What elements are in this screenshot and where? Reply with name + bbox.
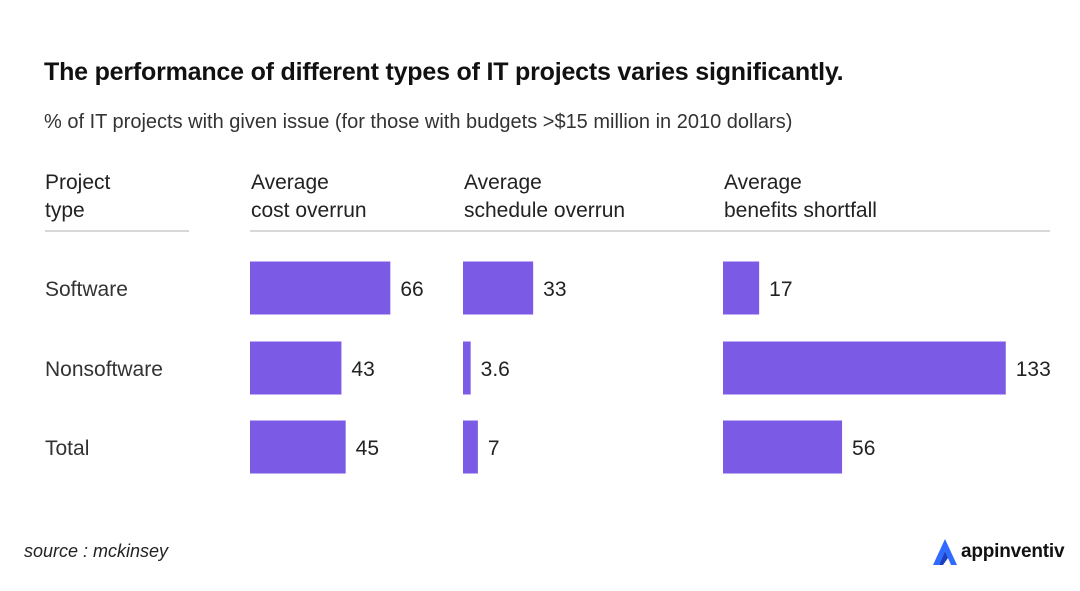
data-label: 133 (1016, 358, 1051, 381)
data-label: 45 (356, 437, 379, 460)
category-label: Software (45, 278, 128, 301)
data-label: 33 (543, 278, 566, 301)
data-label: 56 (852, 437, 875, 460)
brand-name: appinventiv (961, 541, 1065, 562)
data-label: 7 (488, 437, 500, 460)
bar (723, 261, 760, 315)
column-header-label: Average (251, 171, 329, 194)
column-header-label: Average (464, 171, 542, 194)
row-header-label: type (45, 199, 85, 222)
category-label: Total (45, 437, 89, 460)
data-label: 17 (769, 278, 792, 301)
column-header-label: Average (724, 171, 802, 194)
bar (723, 341, 1006, 395)
bar (723, 420, 843, 474)
chart-subtitle: % of IT projects with given issue (for t… (44, 111, 793, 133)
bar (250, 341, 342, 395)
bar (463, 420, 478, 474)
appinventiv-logo-icon (933, 539, 957, 565)
source-note: source : mckinsey (24, 541, 169, 561)
chart-title: The performance of different types of IT… (44, 58, 844, 86)
data-label: 3.6 (481, 358, 510, 381)
data-label: 43 (351, 358, 374, 381)
data-label: 66 (400, 278, 423, 301)
bar (250, 261, 391, 315)
column-header-label: benefits shortfall (724, 199, 877, 222)
category-label: Nonsoftware (45, 358, 163, 381)
row-header-label: Project (45, 171, 111, 194)
bar (463, 341, 471, 395)
bar (463, 261, 534, 315)
brand-logo: appinventiv (932, 538, 1065, 566)
column-header-label: cost overrun (251, 199, 367, 222)
bar (250, 420, 346, 474)
column-header-label: schedule overrun (464, 199, 625, 222)
